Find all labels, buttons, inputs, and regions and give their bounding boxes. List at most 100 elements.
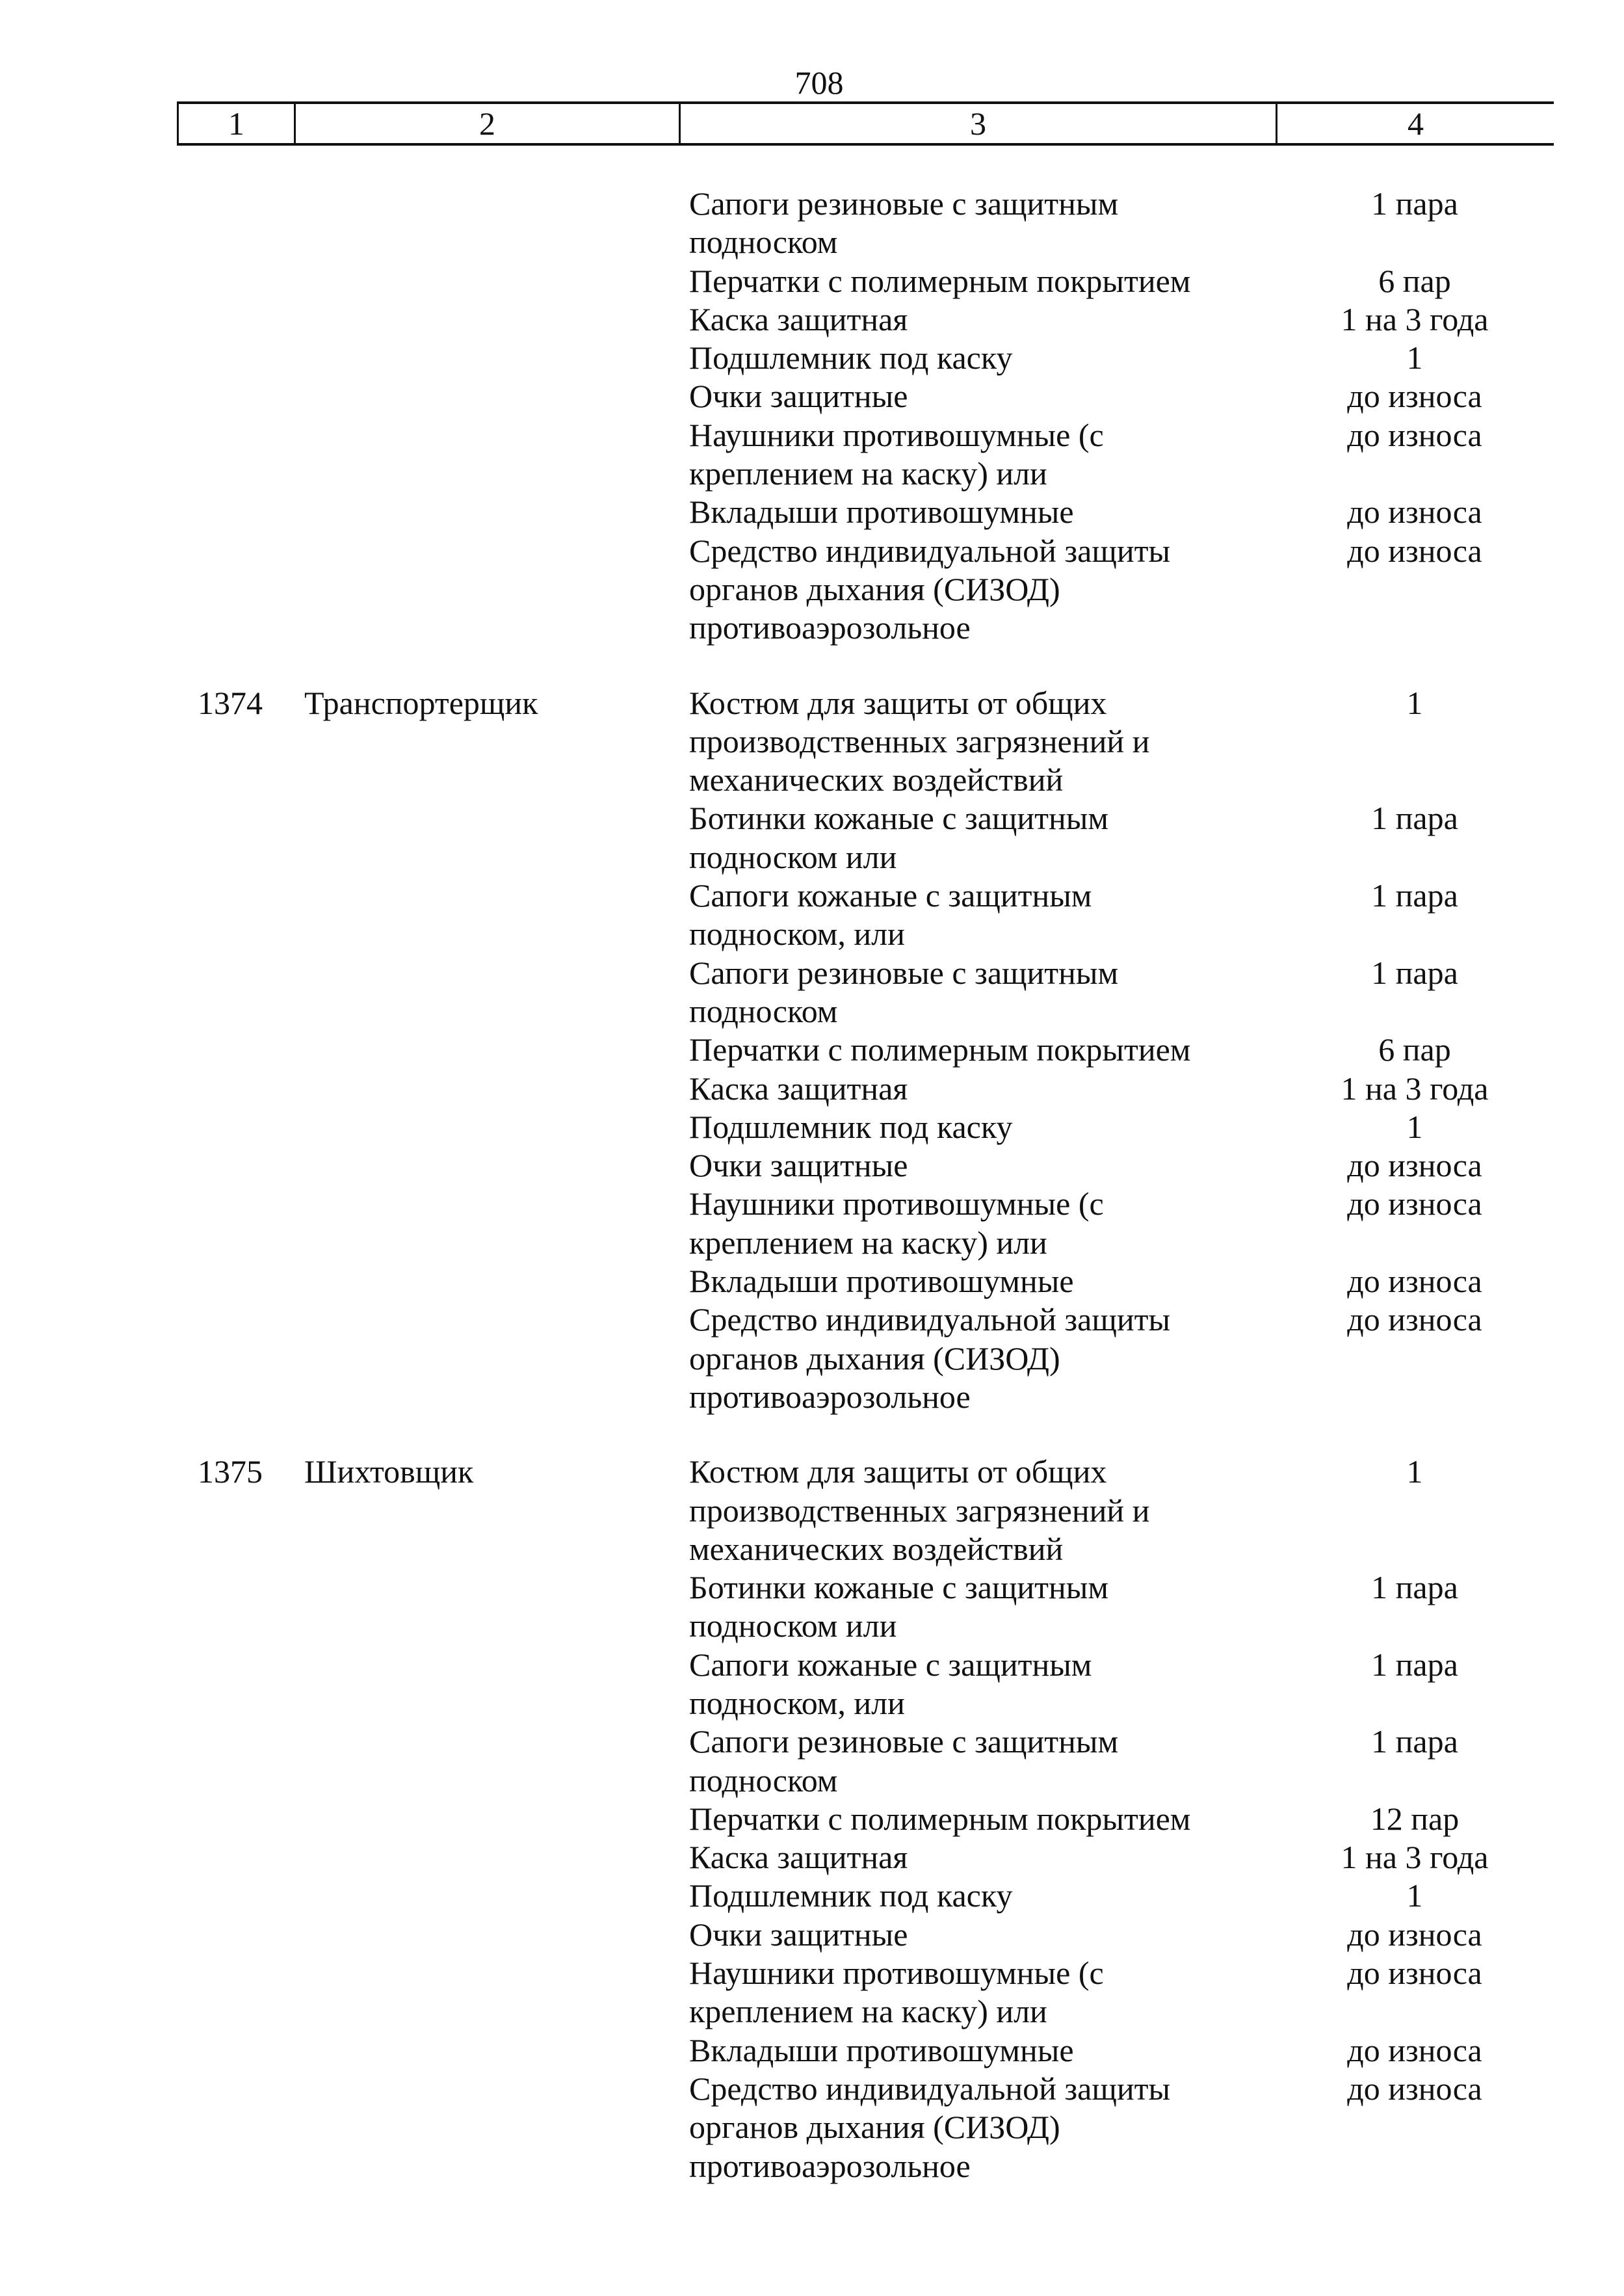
ppe-item-name-line: Сапоги резиновые с защитным — [689, 954, 1119, 991]
ppe-item-name: Сапоги резиновые с защитным подноском — [689, 954, 1261, 1031]
ppe-item-name: Вкладыши противошумные — [689, 1262, 1261, 1300]
ppe-item-quantity: до износа — [1347, 416, 1482, 453]
ppe-item-name-line: Очки защитные — [689, 1916, 908, 1953]
ppe-item-row: Сапоги кожаные с защитным подноском, или 1… — [0, 1646, 1624, 1723]
ppe-item-name-line: Сапоги резиновые с защитным — [689, 1723, 1119, 1760]
ppe-item-name-line: Наушники противошумные (с — [689, 1955, 1104, 1992]
header-col-1: 1 — [177, 104, 294, 143]
ppe-item-row: Ботинки кожаные с защитным подноском или 1… — [0, 799, 1624, 877]
ppe-item-name-line: Вкладыши противошумные — [689, 1263, 1074, 1300]
ppe-item-row: Сапоги резиновые с защитным подноском 1 па… — [0, 954, 1624, 1031]
ppe-item-name: Подшлемник под каску — [689, 1108, 1261, 1146]
profession-name: Шихтовщик — [304, 1453, 474, 1490]
ppe-item-quantity: до износа — [1347, 2070, 1482, 2107]
ppe-item-name-line: Средство индивидуальной защиты — [689, 2070, 1171, 2107]
ppe-item-name: Сапоги кожаные с защитным подноском, или — [689, 877, 1261, 954]
ppe-item-name: Средство индивидуальной защиты органов ды… — [689, 1300, 1261, 1416]
ppe-item-row: Сапоги резиновые с защитным подноском 1 па… — [0, 1722, 1624, 1800]
ppe-item-row: Костюм для защиты от общих производственн… — [0, 1453, 1624, 1568]
ppe-item-quantity: 1 — [1406, 684, 1423, 721]
ppe-item-name-line: производственных загрязнений и — [689, 1492, 1150, 1529]
profession-name: Транспортерщик — [304, 684, 538, 721]
ppe-item-quantity: 1 — [1406, 339, 1423, 376]
ppe-item-name-line: Костюм для защиты от общих — [689, 1453, 1107, 1490]
header-col-3: 3 — [679, 104, 1276, 143]
ppe-item-name-line: Каска защитная — [689, 1070, 908, 1107]
ppe-item-name-line: Подшлемник под каску — [689, 1877, 1013, 1914]
ppe-item-name: Подшлемник под каску — [689, 1877, 1261, 1915]
ppe-item-name-line: органов дыхания (СИЗОД) — [689, 570, 1060, 607]
ppe-item-name-line: противоаэрозольное — [689, 609, 971, 646]
ppe-item-row: Очки защитные до износа — [0, 1146, 1624, 1185]
profession-group: Сапоги резиновые с защитным подноском 1 па… — [0, 185, 1624, 648]
ppe-item-name-line: Сапоги кожаные с защитным — [689, 1646, 1092, 1683]
ppe-item-name: Очки защитные — [689, 1916, 1261, 1954]
ppe-item-name: Вкладыши противошумные — [689, 493, 1261, 531]
ppe-item-name: Средство индивидуальной защиты органов ды… — [689, 2070, 1261, 2185]
ppe-item-name-line: подноском или — [689, 838, 897, 875]
ppe-item-quantity: до износа — [1347, 1263, 1482, 1300]
ppe-item-name-line: Перчатки с полимерным покрытием — [689, 1031, 1191, 1068]
ppe-item-name: Костюм для защиты от общих производственн… — [689, 684, 1261, 800]
profession-group: 1375 Шихтовщик Костюм для защиты от общих п… — [0, 1453, 1624, 2185]
ppe-item-quantity: 1 пара — [1371, 800, 1458, 837]
ppe-item-name-line: механических воздействий — [689, 1530, 1064, 1567]
ppe-item-name: Наушники противошумные (с креплением на к… — [689, 416, 1261, 494]
ppe-item-name: Сапоги резиновые с защитным подноском — [689, 1722, 1261, 1800]
profession-number: 1374 — [198, 684, 263, 721]
ppe-item-name: Каска защитная — [689, 300, 1261, 339]
ppe-item-name-line: Каска защитная — [689, 300, 908, 337]
ppe-item-name-line: Костюм для защиты от общих — [689, 684, 1107, 721]
ppe-item-row: Средство индивидуальной защиты органов ды… — [0, 1300, 1624, 1416]
ppe-item-name-line: Очки защитные — [689, 1147, 908, 1184]
ppe-item-name: Очки защитные — [689, 1146, 1261, 1185]
ppe-item-name-line: креплением на каску) или — [689, 455, 1047, 492]
ppe-item-row: Сапоги кожаные с защитным подноском, или 1… — [0, 877, 1624, 954]
ppe-item-name-line: подноском — [689, 1762, 838, 1799]
ppe-item-name: Подшлемник под каску — [689, 339, 1261, 377]
ppe-item-quantity: до износа — [1347, 1147, 1482, 1184]
ppe-item-row: Наушники противошумные (с креплением на к… — [0, 1954, 1624, 2031]
header-col-2: 2 — [294, 104, 679, 143]
ppe-item-name-line: Очки защитные — [689, 378, 908, 415]
ppe-item-name-line: Перчатки с полимерным покрытием — [689, 1800, 1191, 1837]
ppe-item-row: Перчатки с полимерным покрытием 6 пар — [0, 1031, 1624, 1069]
ppe-item-quantity: 1 на 3 года — [1341, 300, 1489, 337]
ppe-item-name-line: Сапоги резиновые с защитным — [689, 185, 1119, 222]
ppe-item-quantity: 1 пара — [1371, 185, 1458, 222]
ppe-item-row: Наушники противошумные (с креплением на к… — [0, 416, 1624, 494]
ppe-item-name: Перчатки с полимерным покрытием — [689, 262, 1261, 300]
ppe-item-name-line: Наушники противошумные (с — [689, 1185, 1104, 1222]
ppe-item-name-line: подноском или — [689, 1607, 897, 1644]
ppe-item-quantity: 6 пар — [1378, 1031, 1451, 1068]
ppe-item-row: Перчатки с полимерным покрытием 6 пар — [0, 262, 1624, 300]
ppe-item-row: Наушники противошумные (с креплением на к… — [0, 1185, 1624, 1262]
ppe-item-quantity: 1 на 3 года — [1341, 1070, 1489, 1107]
ppe-item-name-line: органов дыхания (СИЗОД) — [689, 2109, 1060, 2146]
ppe-item-name: Ботинки кожаные с защитным подноском или — [689, 799, 1261, 877]
ppe-item-row: Очки защитные до износа — [0, 1916, 1624, 1954]
ppe-item-quantity: до износа — [1347, 1185, 1482, 1222]
ppe-item-name: Очки защитные — [689, 377, 1261, 416]
ppe-item-quantity: 1 пара — [1371, 1569, 1458, 1606]
ppe-item-name-line: креплением на каску) или — [689, 1993, 1047, 2030]
ppe-item-name-line: креплением на каску) или — [689, 1224, 1047, 1261]
ppe-item-name: Наушники противошумные (с креплением на к… — [689, 1185, 1261, 1262]
ppe-item-name-line: противоаэрозольное — [689, 2147, 971, 2184]
ppe-item-name-line: подноском, или — [689, 1684, 905, 1721]
ppe-item-name: Ботинки кожаные с защитным подноском или — [689, 1568, 1261, 1646]
ppe-item-quantity: до износа — [1347, 1301, 1482, 1338]
ppe-item-row: Костюм для защиты от общих производственн… — [0, 684, 1624, 800]
ppe-item-quantity: 1 — [1406, 1453, 1423, 1490]
ppe-item-quantity: до износа — [1347, 1955, 1482, 1992]
profession-group: 1374 Транспортерщик Костюм для защиты от о… — [0, 684, 1624, 1417]
ppe-item-quantity: до износа — [1347, 2031, 1482, 2068]
ppe-item-name: Вкладыши противошумные — [689, 2031, 1261, 2070]
ppe-item-name: Перчатки с полимерным покрытием — [689, 1031, 1261, 1069]
ppe-item-name: Каска защитная — [689, 1070, 1261, 1108]
header-col-4: 4 — [1276, 104, 1554, 143]
ppe-item-row: Подшлемник под каску 1 — [0, 1108, 1624, 1146]
ppe-item-name: Костюм для защиты от общих производственн… — [689, 1453, 1261, 1568]
table-body: Сапоги резиновые с защитным подноском 1 па… — [0, 185, 1624, 2222]
ppe-item-row: Очки защитные до износа — [0, 377, 1624, 416]
